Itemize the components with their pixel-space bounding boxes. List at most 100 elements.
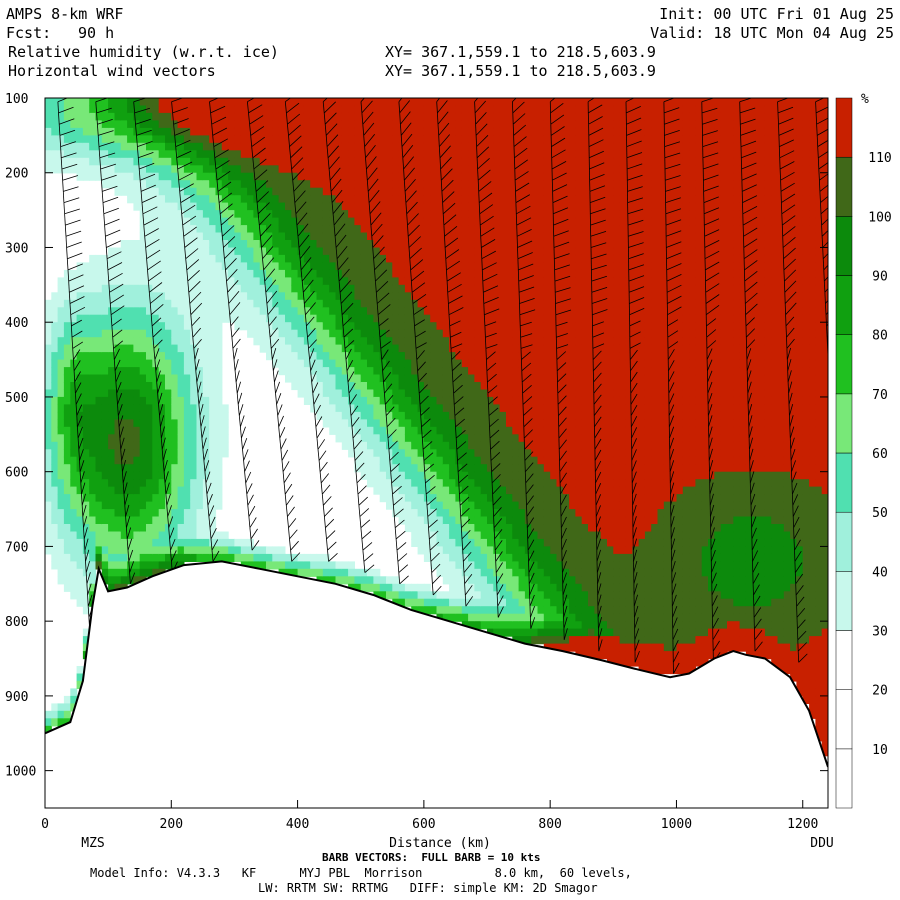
rh-cell (480, 576, 488, 585)
rh-cell (550, 561, 558, 570)
rh-cell (461, 419, 469, 428)
rh-cell (57, 112, 65, 121)
rh-cell (70, 538, 78, 547)
rh-cell (139, 441, 147, 450)
rh-cell (183, 404, 191, 413)
rh-cell (411, 284, 419, 293)
rh-cell (177, 419, 185, 428)
rh-cell (63, 344, 71, 353)
rh-cell (329, 396, 337, 405)
rh-cell (524, 598, 532, 607)
rh-cell (190, 426, 198, 435)
rh-cell (202, 516, 210, 525)
rh-cell (240, 232, 248, 241)
rh-cell (247, 225, 254, 234)
rh-cell (297, 307, 305, 316)
rh-cell (392, 434, 400, 443)
rh-cell (285, 262, 292, 271)
rh-cell (291, 210, 299, 219)
rh-cell (518, 210, 526, 219)
rh-cell (95, 269, 103, 278)
rh-cell (379, 367, 387, 376)
rh-cell (468, 471, 475, 480)
rh-cell (417, 583, 425, 592)
rh-cell (278, 165, 286, 174)
model-title: AMPS 8-km WRF (6, 5, 124, 23)
rh-cell (266, 344, 273, 353)
rh-cell (398, 284, 406, 293)
rh-cell (310, 561, 318, 570)
rh-cell (285, 165, 292, 174)
rh-cell (461, 561, 469, 570)
rh-cell (360, 120, 368, 129)
rh-cell (158, 157, 166, 166)
rh-cell (152, 411, 160, 420)
rh-cell (108, 247, 115, 256)
rh-cell (133, 180, 141, 189)
rh-cell (373, 344, 381, 353)
rh-cell (171, 202, 179, 211)
rh-cell (436, 120, 444, 129)
rh-cell (101, 254, 109, 263)
rh-cell (430, 374, 438, 383)
rh-cell (259, 150, 267, 159)
rh-cell (386, 299, 393, 308)
rh-cell (234, 217, 242, 226)
rh-cell (127, 135, 134, 144)
rh-cell (575, 277, 583, 286)
rh-cell (152, 441, 160, 450)
rh-cell (278, 561, 286, 570)
rh-cell (45, 456, 52, 465)
rh-cell (367, 374, 374, 383)
rh-cell (285, 187, 292, 196)
rh-cell (215, 411, 223, 420)
rh-cell (89, 538, 97, 547)
rh-cell (569, 591, 576, 600)
rh-cell (76, 583, 84, 592)
rh-cell (196, 150, 204, 159)
rh-cell (76, 277, 84, 286)
rh-cell (57, 456, 65, 465)
rh-cell (228, 195, 235, 204)
rh-cell (152, 546, 160, 555)
rh-cell (202, 322, 210, 331)
rh-cell (209, 367, 217, 376)
rh-cell (474, 568, 482, 577)
rh-cell (341, 202, 349, 211)
rh-cell (543, 352, 551, 361)
rh-cell (367, 269, 374, 278)
rh-cell (120, 187, 128, 196)
rh-cell (392, 247, 400, 256)
rh-cell (310, 254, 318, 263)
rh-cell (562, 434, 570, 443)
rh-cell (202, 538, 210, 547)
rh-cell (76, 127, 84, 136)
rh-cell (417, 606, 425, 615)
rh-cell (120, 524, 128, 533)
rh-cell (278, 157, 286, 166)
rh-cell (253, 284, 261, 293)
rh-cell (562, 389, 570, 398)
rh-cell (335, 112, 343, 121)
rh-cell (480, 142, 488, 151)
rh-cell (411, 157, 419, 166)
rh-cell (423, 217, 431, 226)
rh-cell (57, 359, 65, 368)
rh-cell (183, 434, 191, 443)
rh-cell (556, 299, 564, 308)
rh-cell (114, 382, 122, 391)
rh-cell (221, 434, 229, 443)
rh-cell (89, 269, 97, 278)
rh-cell (45, 307, 52, 316)
rh-cell (278, 329, 286, 338)
rh-cell (171, 396, 179, 405)
rh-cell (499, 553, 507, 562)
rh-cell (183, 225, 191, 234)
rh-cell (392, 471, 400, 480)
rh-cell (114, 314, 122, 323)
rh-cell (89, 150, 97, 159)
rh-cell (480, 352, 488, 361)
rh-cell (379, 150, 387, 159)
rh-cell (247, 254, 254, 263)
rh-cell (404, 284, 412, 293)
